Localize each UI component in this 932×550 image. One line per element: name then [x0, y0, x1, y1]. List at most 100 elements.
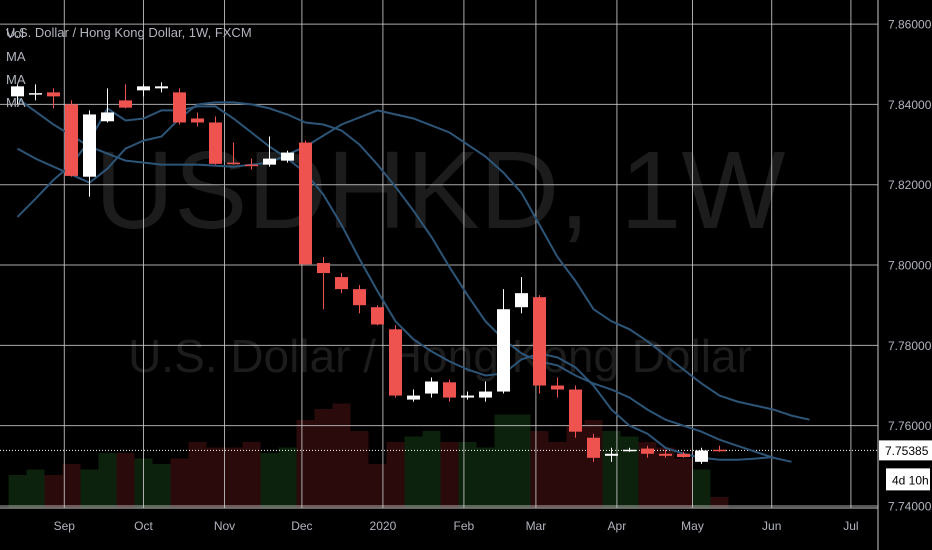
time-tick-label: Sep	[54, 519, 76, 533]
candle-body	[425, 381, 438, 394]
time-axis: Sep Oct Nov Dec 2020 Feb Mar Apr May Jun Jul	[54, 519, 859, 533]
candle-body	[497, 309, 510, 392]
volume-bar	[80, 469, 99, 508]
candle-body	[713, 449, 726, 452]
volume-bar	[404, 436, 423, 508]
candle-body	[515, 293, 528, 308]
time-tick-label: Apr	[608, 519, 627, 533]
moving-average-line-2	[17, 101, 792, 463]
volume-bar	[584, 420, 603, 508]
time-tick-label: Jun	[762, 519, 781, 533]
volume-bar	[8, 475, 27, 508]
volume-bars	[8, 403, 729, 508]
candle-body	[461, 395, 474, 398]
candle-body	[479, 391, 492, 398]
volume-bar	[386, 442, 405, 508]
candle-body	[353, 289, 366, 306]
volume-bar	[530, 431, 549, 508]
candle-body	[281, 152, 294, 161]
candle-body	[101, 112, 114, 122]
time-tick-label: Mar	[526, 519, 547, 533]
candle-body	[191, 118, 204, 123]
candle-body	[173, 92, 186, 123]
volume-bar	[656, 447, 675, 508]
indicator-ma-1[interactable]: MA	[6, 49, 26, 64]
candle-body	[623, 449, 636, 452]
indicator-legend: Vol MA MA MA	[6, 22, 26, 114]
time-tick-label: Dec	[291, 519, 312, 533]
volume-bar	[548, 442, 567, 508]
price-tick-label: 7.82000	[888, 178, 932, 192]
candle-body	[227, 162, 240, 165]
volume-bar	[620, 436, 639, 508]
price-axis: 7.86000 7.84000 7.82000 7.80000 7.78000 7.760…	[877, 0, 932, 550]
moving-average-line-1	[16, 105, 774, 461]
candle-body	[659, 453, 672, 456]
price-tick-label: 7.86000	[888, 18, 932, 32]
volume-bar	[512, 414, 531, 508]
indicator-ma-3[interactable]: MA	[6, 95, 26, 110]
candle-body	[11, 86, 24, 97]
price-tick-label: 7.84000	[888, 98, 932, 112]
candles	[11, 82, 726, 464]
price-tick-label: 7.76000	[888, 419, 932, 433]
volume-bar	[224, 447, 243, 508]
time-tick-label: Feb	[454, 519, 475, 533]
candle-body	[119, 100, 132, 108]
volume-bar	[710, 497, 729, 508]
price-tick-label: 7.80000	[888, 259, 932, 273]
volume-bar	[350, 431, 369, 508]
candle-body	[641, 448, 654, 454]
price-tick-label: 7.74000	[888, 499, 932, 513]
volume-bar	[566, 425, 585, 508]
candle-body	[407, 395, 420, 400]
indicator-volume[interactable]: Vol	[6, 26, 25, 41]
candle-body	[677, 453, 690, 457]
countdown-label-background	[886, 468, 930, 491]
time-tick-label: 2020	[370, 519, 397, 533]
volume-bar	[638, 442, 657, 508]
volume-bar	[206, 447, 225, 508]
indicator-ma-2[interactable]: MA	[6, 72, 26, 87]
volume-bar	[152, 464, 171, 508]
current-price-label: 7.75385	[885, 444, 929, 458]
candle-body	[533, 297, 546, 386]
volume-bar	[296, 420, 315, 508]
volume-bar	[422, 431, 441, 508]
volume-bar	[494, 414, 513, 508]
candle-body	[65, 104, 78, 176]
grid-lines	[0, 0, 878, 509]
candle-body	[29, 93, 42, 95]
candle-body	[605, 453, 618, 456]
price-tick-label: 7.78000	[888, 339, 932, 353]
volume-bar	[98, 453, 117, 508]
candle-body	[389, 329, 402, 396]
candle-body	[245, 164, 258, 167]
volume-bar	[116, 453, 135, 508]
volume-bar	[278, 447, 297, 508]
candle-body	[371, 307, 384, 325]
volume-bar	[242, 442, 261, 508]
candle-body	[443, 382, 456, 398]
volume-bar	[602, 431, 621, 508]
volume-bar	[476, 447, 495, 508]
candle-body	[335, 277, 348, 290]
volume-bar	[26, 469, 45, 508]
volume-bar	[332, 403, 351, 508]
time-tick-label: Nov	[214, 519, 235, 533]
candle-body	[551, 385, 564, 390]
volume-bar	[458, 442, 477, 508]
candle-body	[263, 158, 276, 165]
volume-bar	[44, 475, 63, 508]
volume-bar	[440, 442, 459, 508]
candle-body	[299, 142, 312, 265]
candle-body	[569, 389, 582, 432]
volume-bar	[692, 469, 711, 508]
volume-bar	[260, 453, 279, 508]
moving-average-line-3	[16, 97, 810, 421]
time-tick-label: Oct	[134, 519, 153, 533]
time-tick-label: Jul	[843, 519, 858, 533]
candle-body	[137, 86, 150, 91]
candle-body	[695, 450, 708, 462]
